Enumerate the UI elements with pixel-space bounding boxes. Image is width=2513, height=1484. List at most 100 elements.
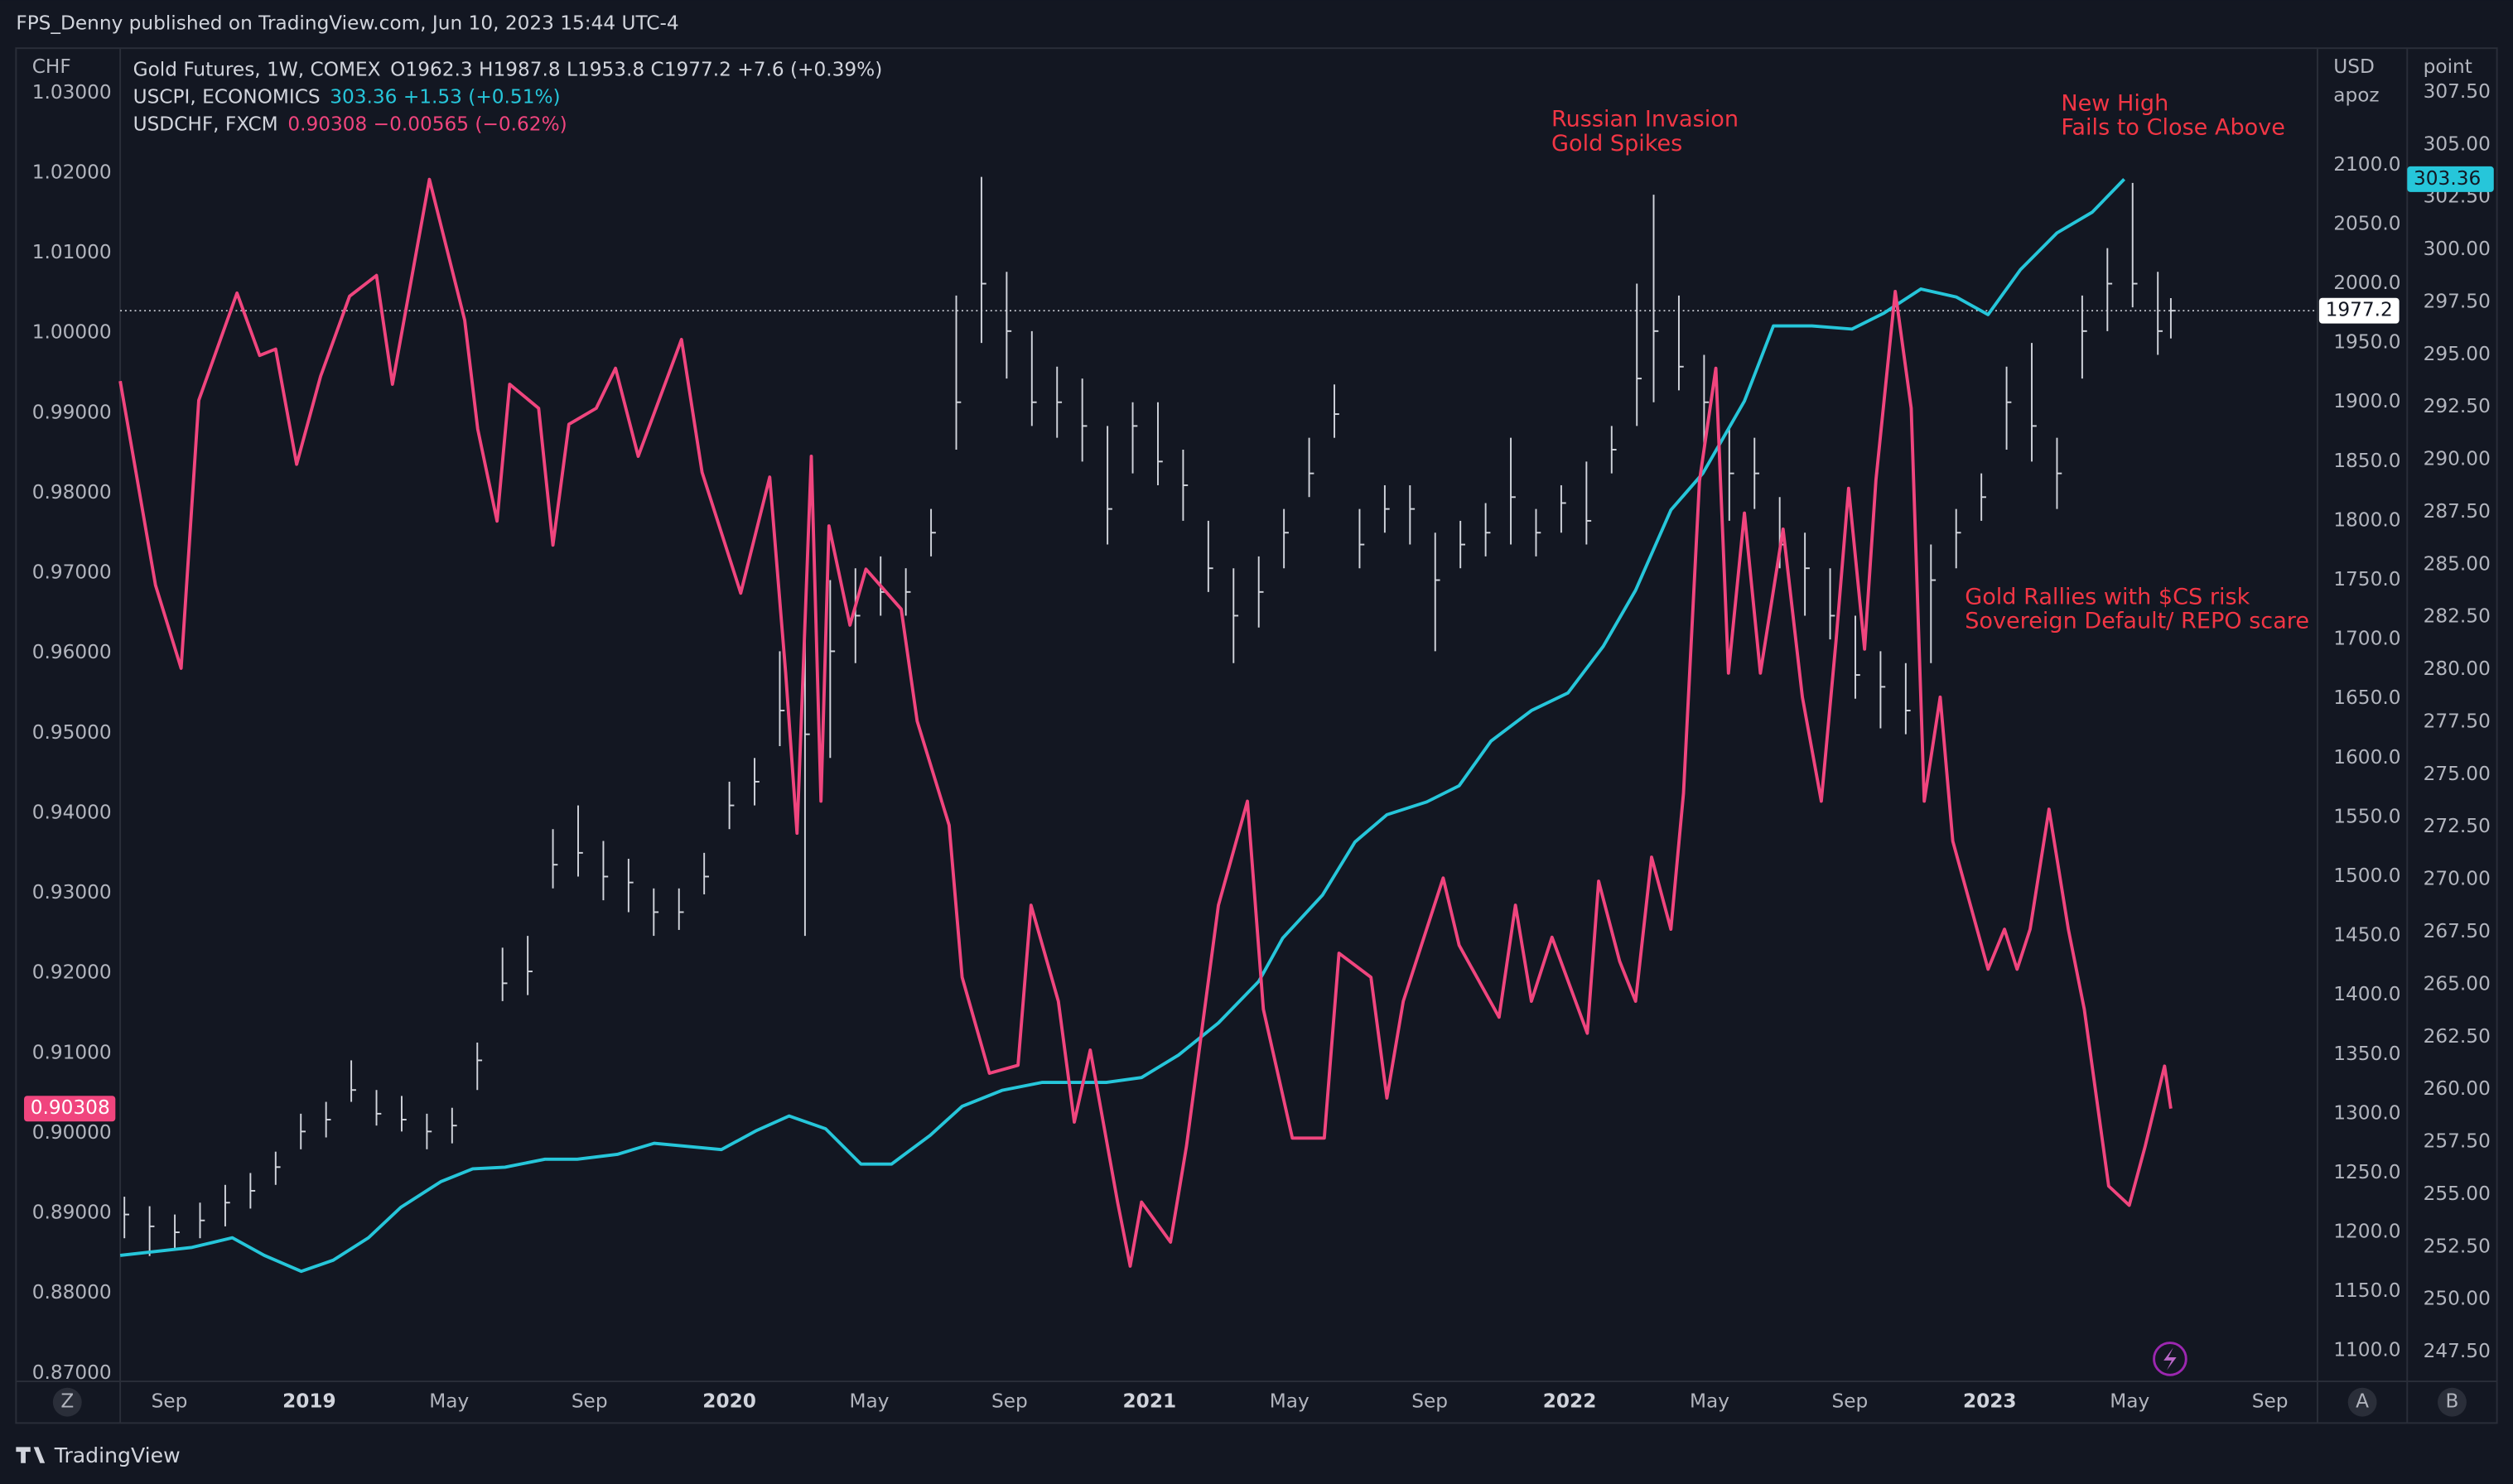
- x-tick-label: 2020: [702, 1390, 756, 1413]
- y2-tick-label: 1900.0: [2333, 390, 2400, 412]
- y3-tick-label: 250.00: [2424, 1288, 2491, 1310]
- y3-tick-label: 295.00: [2424, 343, 2491, 365]
- last-value-box: [2407, 166, 2494, 192]
- legend-values: O1962.3 H1987.8 L1953.8 C1977.2 +7.6 (+0…: [390, 59, 882, 81]
- button[interactable]: [52, 1387, 82, 1417]
- legend-values: 303.36 +1.53 (+0.51%): [330, 86, 560, 108]
- x-tick-label: May: [2110, 1390, 2149, 1413]
- x-tick-label: 2021: [1123, 1390, 1177, 1413]
- y3-tick-label: 285.00: [2424, 552, 2491, 575]
- y-tick-label: 0.94000: [32, 801, 112, 823]
- legend-name: Gold Futures, 1W, COMEX: [133, 59, 381, 81]
- x-tick-label: Sep: [991, 1390, 1028, 1413]
- y2-tick-label: 1550.0: [2333, 805, 2400, 827]
- annotation: New High: [2061, 90, 2168, 116]
- y3-tick-label: 262.50: [2424, 1025, 2491, 1048]
- x-tick-label: Sep: [152, 1390, 188, 1413]
- annotation: Russian Invasion: [1551, 107, 1739, 132]
- y3-tick-label: 277.50: [2424, 710, 2491, 732]
- y2-tick-label: 1800.0: [2333, 508, 2400, 531]
- x-tick-label: May: [1690, 1390, 1729, 1413]
- logo: [16, 1447, 46, 1463]
- y2-tick-label: 1850.0: [2333, 450, 2400, 472]
- legend-values: 0.90308 −0.00565 (−0.62%): [287, 113, 567, 136]
- y-tick-label: 0.87000: [32, 1361, 112, 1384]
- y3-tick-label: 272.50: [2424, 815, 2491, 837]
- y-tick-label: 0.89000: [32, 1202, 112, 1224]
- y3-tick-label: 282.50: [2424, 605, 2491, 628]
- y3-tick-label: 275.00: [2424, 763, 2491, 785]
- y2-tick-label: 1250.0: [2333, 1161, 2400, 1183]
- y2-tick-label: 1150.0: [2333, 1279, 2400, 1302]
- y2-tick-label: 2100.0: [2333, 153, 2400, 176]
- y3-tick-label: 292.50: [2424, 395, 2491, 417]
- y3-tick-label: 267.50: [2424, 920, 2491, 942]
- alert-icon[interactable]: [2153, 1342, 2187, 1376]
- y2-tick-label: 1300.0: [2333, 1101, 2400, 1124]
- y3-tick-label: 255.00: [2424, 1183, 2491, 1205]
- button-label: Z: [60, 1390, 74, 1413]
- last-value-label: 303.36: [2414, 167, 2481, 190]
- y2-tick-label: 1950.0: [2333, 331, 2400, 354]
- y-tick-label: 0.91000: [32, 1041, 112, 1063]
- y-tick-label: 1.00000: [32, 321, 112, 344]
- y2-tick-label: 2000.0: [2333, 272, 2400, 294]
- y2-tick-label: 1600.0: [2333, 746, 2400, 768]
- x-tick-label: May: [1270, 1390, 1310, 1413]
- annotation: Fails to Close Above: [2061, 114, 2285, 140]
- x-tick-label: 2023: [1963, 1390, 2017, 1413]
- y3-tick-label: 290.00: [2424, 448, 2491, 470]
- y2-tick-label: 1200.0: [2333, 1221, 2400, 1243]
- y-tick-label: 0.95000: [32, 721, 112, 744]
- button[interactable]: [2438, 1387, 2467, 1417]
- x-tick-label: 2019: [282, 1390, 336, 1413]
- axis-title: USD: [2333, 55, 2375, 78]
- x-tick-label: May: [429, 1390, 469, 1413]
- y-tick-label: 1.02000: [32, 161, 112, 183]
- y2-tick-label: 1500.0: [2333, 865, 2400, 887]
- y2-tick-label: 1100.0: [2333, 1339, 2400, 1361]
- x-tick-label: May: [850, 1390, 890, 1413]
- button-label: A: [2356, 1390, 2369, 1413]
- y3-tick-label: 300.00: [2424, 238, 2491, 260]
- x-tick-label: 2022: [1543, 1390, 1597, 1413]
- axis-title: apoz: [2333, 84, 2379, 107]
- y3-tick-label: 280.00: [2424, 658, 2491, 680]
- x-tick-label: Sep: [1411, 1390, 1448, 1413]
- y2-tick-label: 1700.0: [2333, 628, 2400, 650]
- y3-tick-label: 297.50: [2424, 290, 2491, 312]
- button[interactable]: [2347, 1387, 2377, 1417]
- y3-tick-label: 265.00: [2424, 972, 2491, 995]
- y3-tick-label: 270.00: [2424, 868, 2491, 890]
- x-tick-label: Sep: [572, 1390, 608, 1413]
- chart-frame: [15, 47, 2498, 1424]
- last-value-label: 0.90308: [31, 1096, 110, 1119]
- button-label: B: [2446, 1390, 2459, 1413]
- y2-tick-label: 1350.0: [2333, 1043, 2400, 1065]
- y-tick-label: 0.99000: [32, 401, 112, 423]
- y3-tick-label: 260.00: [2424, 1077, 2491, 1100]
- y2-tick-label: 2050.0: [2333, 212, 2400, 234]
- y3-tick-label: 307.50: [2424, 80, 2491, 103]
- y2-tick-label: 1450.0: [2333, 924, 2400, 947]
- annotation: Gold Spikes: [1551, 131, 1682, 157]
- y3-tick-label: 247.50: [2424, 1340, 2491, 1362]
- y-tick-label: 0.92000: [32, 961, 112, 984]
- last-value-box: [24, 1096, 116, 1122]
- annotations: Russian Invasion Gold Spikes New High Fa…: [1551, 90, 2309, 634]
- header-text: FPS_Denny published on TradingView.com, …: [16, 12, 678, 35]
- x-tick-label: Sep: [1832, 1390, 1869, 1413]
- legend-name: USCPI, ECONOMICS: [133, 86, 321, 108]
- y-tick-label: 0.93000: [32, 881, 112, 903]
- y-tick-label: 0.96000: [32, 641, 112, 663]
- legend-name: USDCHF, FXCM: [133, 113, 278, 136]
- y2-tick-label: 1650.0: [2333, 687, 2400, 709]
- axis-title: CHF: [32, 55, 71, 78]
- y-tick-label: 1.01000: [32, 241, 112, 263]
- annotation: Gold Rallies with $CS risk: [1965, 584, 2250, 610]
- x-tick-label: Sep: [2252, 1390, 2289, 1413]
- annotation: Sovereign Default/ REPO scare: [1965, 608, 2309, 634]
- last-value-label: 1977.2: [2326, 299, 2393, 321]
